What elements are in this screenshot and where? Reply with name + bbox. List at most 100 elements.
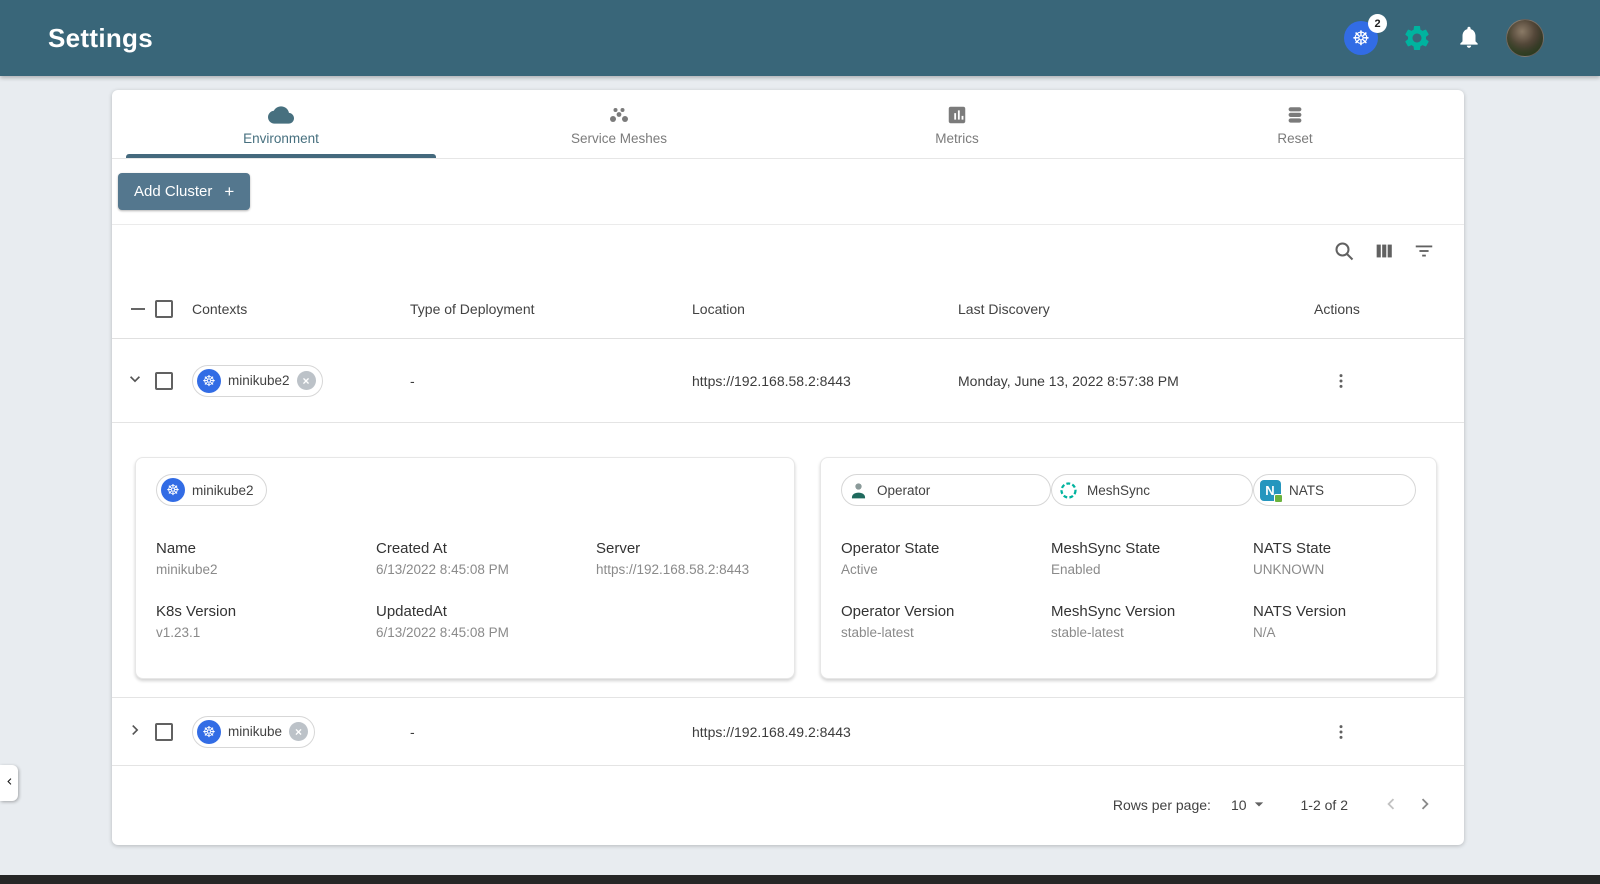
window-bottom-edge (0, 875, 1600, 884)
cluster-chip-label: minikube2 (192, 482, 254, 498)
bar-chart-icon (946, 102, 968, 126)
chevron-left-icon (1380, 793, 1402, 818)
cluster-chip[interactable]: ☸ minikube2 (156, 474, 267, 506)
tab-label: Reset (1277, 131, 1313, 146)
field-name: Name minikube2 (156, 540, 218, 577)
chevron-right-icon (125, 720, 145, 743)
sidebar-collapse-handle[interactable] (0, 765, 18, 801)
cluster-detail-card: ☸ minikube2 Name minikube2 Created At 6/… (135, 457, 795, 679)
settings-tabs: Environment Service Meshes Metrics (112, 90, 1464, 159)
field-meshsync-state: MeshSync State Enabled (1051, 540, 1161, 577)
settings-card: Environment Service Meshes Metrics (112, 90, 1464, 845)
page-title: Settings (48, 22, 153, 53)
field-operator-state: Operator State Active (841, 540, 940, 577)
bell-icon (1456, 24, 1482, 53)
cloud-icon (268, 102, 294, 126)
filter-button[interactable] (1412, 240, 1436, 264)
field-created-at: Created At 6/13/2022 8:45:08 PM (376, 540, 509, 577)
table-row: ☸ minikube × - https://192.168.49.2:8443 (112, 698, 1464, 766)
add-cluster-label: Add Cluster (134, 183, 213, 200)
col-header-contexts: Contexts (192, 300, 248, 317)
chevron-left-icon (3, 775, 16, 791)
operator-icon (847, 479, 869, 501)
search-icon (1332, 239, 1356, 266)
filter-icon (1413, 240, 1435, 265)
meshsync-chip[interactable]: MeshSync (1051, 474, 1253, 506)
field-nats-version: NATS Version N/A (1253, 603, 1347, 640)
col-header-type: Type of Deployment (410, 300, 535, 317)
context-chip-label: minikube2 (228, 373, 290, 388)
deployment-type-cell: - (410, 723, 415, 740)
notifications-button[interactable] (1456, 24, 1482, 53)
last-discovery-cell: Monday, June 13, 2022 8:57:38 PM (958, 372, 1179, 389)
row-actions-menu-button[interactable] (1326, 717, 1356, 747)
collapse-all-button[interactable] (122, 296, 148, 322)
context-chip-minikube[interactable]: ☸ minikube × (192, 715, 316, 748)
search-button[interactable] (1332, 240, 1356, 264)
remove-context-button[interactable]: × (289, 722, 309, 741)
tab-reset[interactable]: Reset (1126, 90, 1464, 158)
kubernetes-icon: ☸ (197, 719, 221, 744)
rows-per-page-select[interactable]: 10 (1231, 794, 1269, 817)
tab-label: Service Meshes (570, 131, 668, 146)
next-page-button[interactable] (1408, 788, 1442, 822)
settings-gear-button[interactable] (1402, 23, 1432, 53)
row-checkbox[interactable] (155, 371, 173, 390)
tab-label: Environment (243, 131, 319, 146)
operator-chip-label: Operator (877, 482, 931, 498)
nats-chip-label: NATS (1289, 482, 1325, 498)
deployment-type-cell: - (410, 372, 415, 389)
active-tab-indicator (126, 154, 436, 158)
field-operator-version: Operator Version stable-latest (841, 603, 955, 640)
columns-icon (1373, 240, 1395, 265)
kubernetes-icon: ☸ (197, 368, 221, 393)
row-checkbox[interactable] (155, 722, 173, 741)
nats-chip[interactable]: N NATS (1253, 474, 1416, 506)
header-actions: ☸ 2 (1344, 14, 1544, 57)
context-chip-minikube2[interactable]: ☸ minikube2 × (192, 364, 323, 397)
plus-icon: + (224, 182, 235, 201)
collapse-row-button[interactable] (122, 368, 148, 394)
avatar (1506, 19, 1544, 57)
operator-chip[interactable]: Operator (841, 474, 1051, 506)
user-avatar-button[interactable] (1506, 19, 1544, 57)
location-cell: https://192.168.49.2:8443 (692, 723, 851, 740)
gear-icon (1402, 23, 1432, 53)
chevron-down-icon (125, 369, 145, 392)
rows-per-page-value: 10 (1230, 797, 1247, 813)
field-meshsync-version: MeshSync Version stable-latest (1051, 603, 1176, 640)
operator-detail-card: Operator MeshSync N (820, 457, 1437, 679)
view-columns-button[interactable] (1372, 240, 1396, 264)
add-cluster-row: Add Cluster + (112, 159, 1464, 225)
col-header-last-discovery: Last Discovery (958, 300, 1050, 317)
dropdown-caret-icon (1249, 794, 1269, 817)
meshsync-icon (1057, 479, 1079, 501)
table-header-row: Contexts Type of Deployment Location Las… (112, 279, 1464, 339)
field-server: Server https://192.168.58.2:8443 (596, 540, 750, 577)
remove-context-button[interactable]: × (296, 371, 316, 390)
rows-per-page-label: Rows per page: (1112, 797, 1211, 813)
table-toolbar (112, 225, 1464, 279)
nats-icon: N (1259, 479, 1283, 503)
pagination-range: 1-2 of 2 (1300, 797, 1348, 813)
field-updated-at: UpdatedAt 6/13/2022 8:45:08 PM (376, 603, 509, 640)
col-header-location: Location (692, 300, 745, 317)
tab-metrics[interactable]: Metrics (788, 90, 1126, 158)
database-icon (1284, 102, 1306, 126)
location-cell: https://192.168.58.2:8443 (692, 372, 851, 389)
chevron-right-icon (1414, 793, 1436, 818)
table-row: ☸ minikube2 × - https://192.168.58.2:844… (112, 339, 1464, 423)
add-cluster-button[interactable]: Add Cluster + (118, 173, 251, 210)
kubernetes-contexts-button[interactable]: ☸ 2 (1344, 14, 1387, 55)
tab-environment[interactable]: Environment (112, 90, 450, 158)
table-pagination: Rows per page: 10 1-2 of 2 (112, 766, 1464, 844)
expand-row-button[interactable] (122, 719, 148, 745)
mesh-icon (607, 102, 631, 126)
previous-page-button[interactable] (1374, 788, 1408, 822)
minus-icon (130, 307, 145, 310)
tab-service-meshes[interactable]: Service Meshes (450, 90, 788, 158)
select-all-checkbox[interactable] (155, 299, 173, 318)
row-detail-panel: ☸ minikube2 Name minikube2 Created At 6/… (112, 423, 1464, 698)
row-actions-menu-button[interactable] (1326, 366, 1356, 396)
settings-page: Environment Service Meshes Metrics (0, 76, 1600, 875)
